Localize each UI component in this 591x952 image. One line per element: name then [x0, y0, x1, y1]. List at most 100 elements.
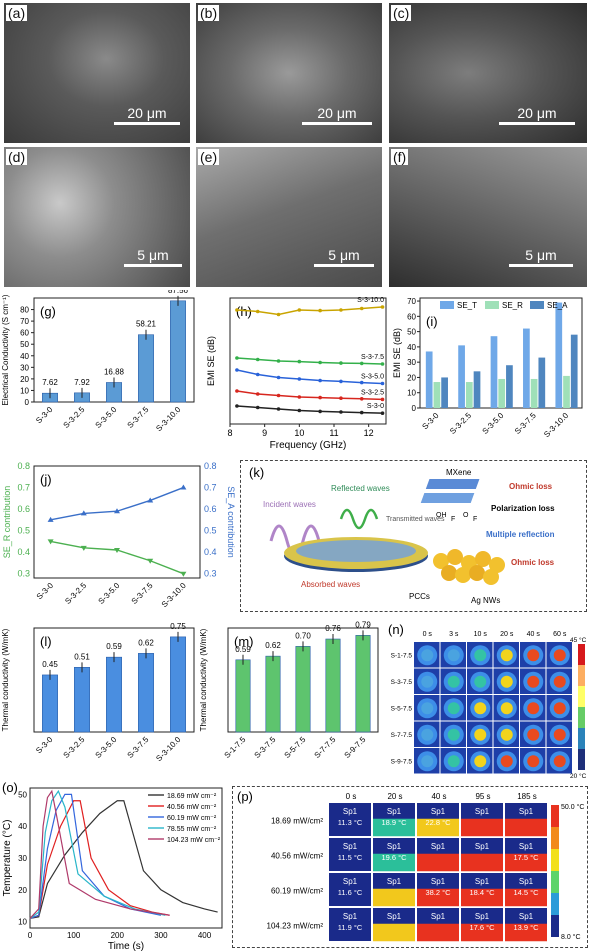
x-tick-label: S-3-5.0: [480, 411, 505, 436]
panel-label: (h): [236, 304, 252, 319]
series-marker: [255, 372, 260, 377]
sem-image-a: (a) 20 μm: [4, 3, 190, 143]
pccs-label: PCCs: [409, 592, 430, 601]
legend-label: 60.19 mW cm⁻²: [167, 815, 217, 822]
x-tick-label: S-3-5.0: [93, 405, 118, 430]
panel-label-b: (b): [198, 5, 220, 21]
spot-label: Sp1: [519, 877, 534, 886]
thermal-heat-band: [505, 818, 547, 837]
color-scale-segment: [551, 871, 559, 893]
x-tick-label: S-3-2.5: [61, 405, 86, 430]
y-tick-label: 10: [20, 386, 29, 395]
series-marker: [339, 361, 343, 365]
scale-text-d: 5 μm: [137, 247, 169, 263]
panel-label-e: (e): [198, 149, 220, 165]
time-label: 60 s: [553, 631, 567, 638]
series-marker: [339, 396, 343, 400]
x-tick-label: S-3-7.5: [125, 405, 150, 430]
bar: [530, 378, 538, 408]
thermal-spot: [500, 755, 513, 768]
thermal-spot: [474, 702, 487, 715]
x-tick-label: S-3-0: [34, 405, 55, 426]
series-marker: [235, 404, 239, 408]
bar: [74, 667, 90, 733]
thermal-spot: [500, 649, 513, 662]
color-scale-segment: [578, 728, 585, 749]
transmitted-waves-label: Transmitted waves: [386, 516, 445, 523]
mxene-label: MXene: [446, 468, 472, 477]
bar: [42, 674, 58, 733]
bar: [538, 357, 546, 408]
time-label: 40 s: [431, 792, 446, 801]
bar-value-label: 0.45: [42, 660, 58, 669]
series-marker: [359, 397, 364, 401]
series-marker: [147, 497, 154, 503]
thermal-spot: [500, 675, 513, 688]
ohmic-loss-label-2: Ohmic loss: [511, 558, 555, 567]
series-marker: [276, 393, 281, 398]
x-tick-label: 12: [364, 428, 374, 438]
bar: [473, 371, 481, 408]
thermal-spot: [553, 675, 566, 688]
x-tick-label: S-3-10.0: [542, 411, 570, 439]
spot-label: Sp1: [387, 842, 402, 851]
schematic-k-svg: (k) Incident waves Reflected waves Absor…: [249, 465, 555, 605]
color-scale-segment: [551, 849, 559, 871]
x-tick-label: S-3-5.0: [96, 581, 121, 606]
series-marker: [318, 360, 322, 365]
chart-j-contribution: (j) 0.3 0.3 0.4 0.4 0.5 0.5 0.6 0.6 0.7 0.7 0.8 0.8 S…: [2, 461, 236, 609]
time-label: 10 s: [474, 631, 488, 638]
y-tick-label: 50: [18, 790, 27, 799]
row-label: S-5-7.5: [391, 705, 413, 712]
time-label: 95 s: [475, 792, 490, 801]
series-line: [236, 306, 383, 316]
y-tick-label: 60: [20, 329, 29, 338]
sem-image-c: (c) 20 μm: [389, 3, 587, 143]
x-axis-label: Frequency (GHz): [270, 440, 347, 451]
x-tick-label: S-5-7.5: [282, 735, 307, 760]
temperature-reading: 38.2 °C: [425, 888, 451, 897]
series-marker: [80, 510, 87, 516]
y-axis-label: Electrical Conductivity (S cm⁻¹): [1, 294, 10, 405]
thermal-spot: [474, 728, 487, 741]
thermal-spot: [500, 728, 513, 741]
thermal-spot: [527, 649, 540, 662]
scale-max-label: 45 °C: [570, 636, 587, 644]
thermal-heat-band: [505, 853, 547, 872]
y-tick-label: 0: [25, 398, 30, 407]
y-right-tick-label: 0.6: [204, 504, 217, 514]
thermal-spot: [500, 702, 513, 715]
series-marker: [318, 378, 322, 383]
series-label: S-3-7.5: [361, 354, 384, 361]
color-scale-segment: [578, 665, 585, 686]
thermal-heat-band: [417, 853, 459, 872]
bar: [265, 655, 281, 733]
time-label: 185 s: [517, 792, 537, 801]
bar-value-label: 0.79: [355, 620, 371, 629]
panel-label: (j): [40, 472, 52, 487]
color-scale-segment: [551, 893, 559, 915]
time-label: 40 s: [527, 631, 541, 638]
bar: [106, 656, 122, 733]
series-line: [29, 789, 170, 919]
y-left-tick-label: 0.7: [17, 483, 30, 493]
thermal-spot: [474, 649, 487, 662]
series-marker: [276, 407, 281, 411]
legend-label: 104.23 mW cm⁻²: [167, 837, 221, 844]
bar-value-label: 0.59: [106, 642, 122, 651]
series-marker: [380, 305, 385, 309]
series-label: S-3-2.5: [361, 389, 384, 396]
x-tick-label: S-3-5.0: [93, 735, 118, 760]
thermal-spot: [447, 728, 460, 741]
row-label: S-3-7.5: [391, 679, 413, 686]
plot-frame: [29, 787, 223, 929]
bar: [441, 377, 448, 408]
series-marker: [318, 409, 322, 414]
x-tick-label: S-3-7.5: [125, 735, 150, 760]
temperature-reading: 11.5 °C: [338, 853, 363, 862]
bar-value-label: 7.92: [74, 378, 90, 387]
thermal-spot: [527, 702, 540, 715]
scale-bar-a: 20 μm: [114, 105, 180, 125]
chart-o-temperature: (o) 0 100 200 300 400 10 20 30 40 50 18.69 mW cm⁻² 4…: [2, 780, 223, 951]
thermal-heat-band: [417, 818, 459, 837]
